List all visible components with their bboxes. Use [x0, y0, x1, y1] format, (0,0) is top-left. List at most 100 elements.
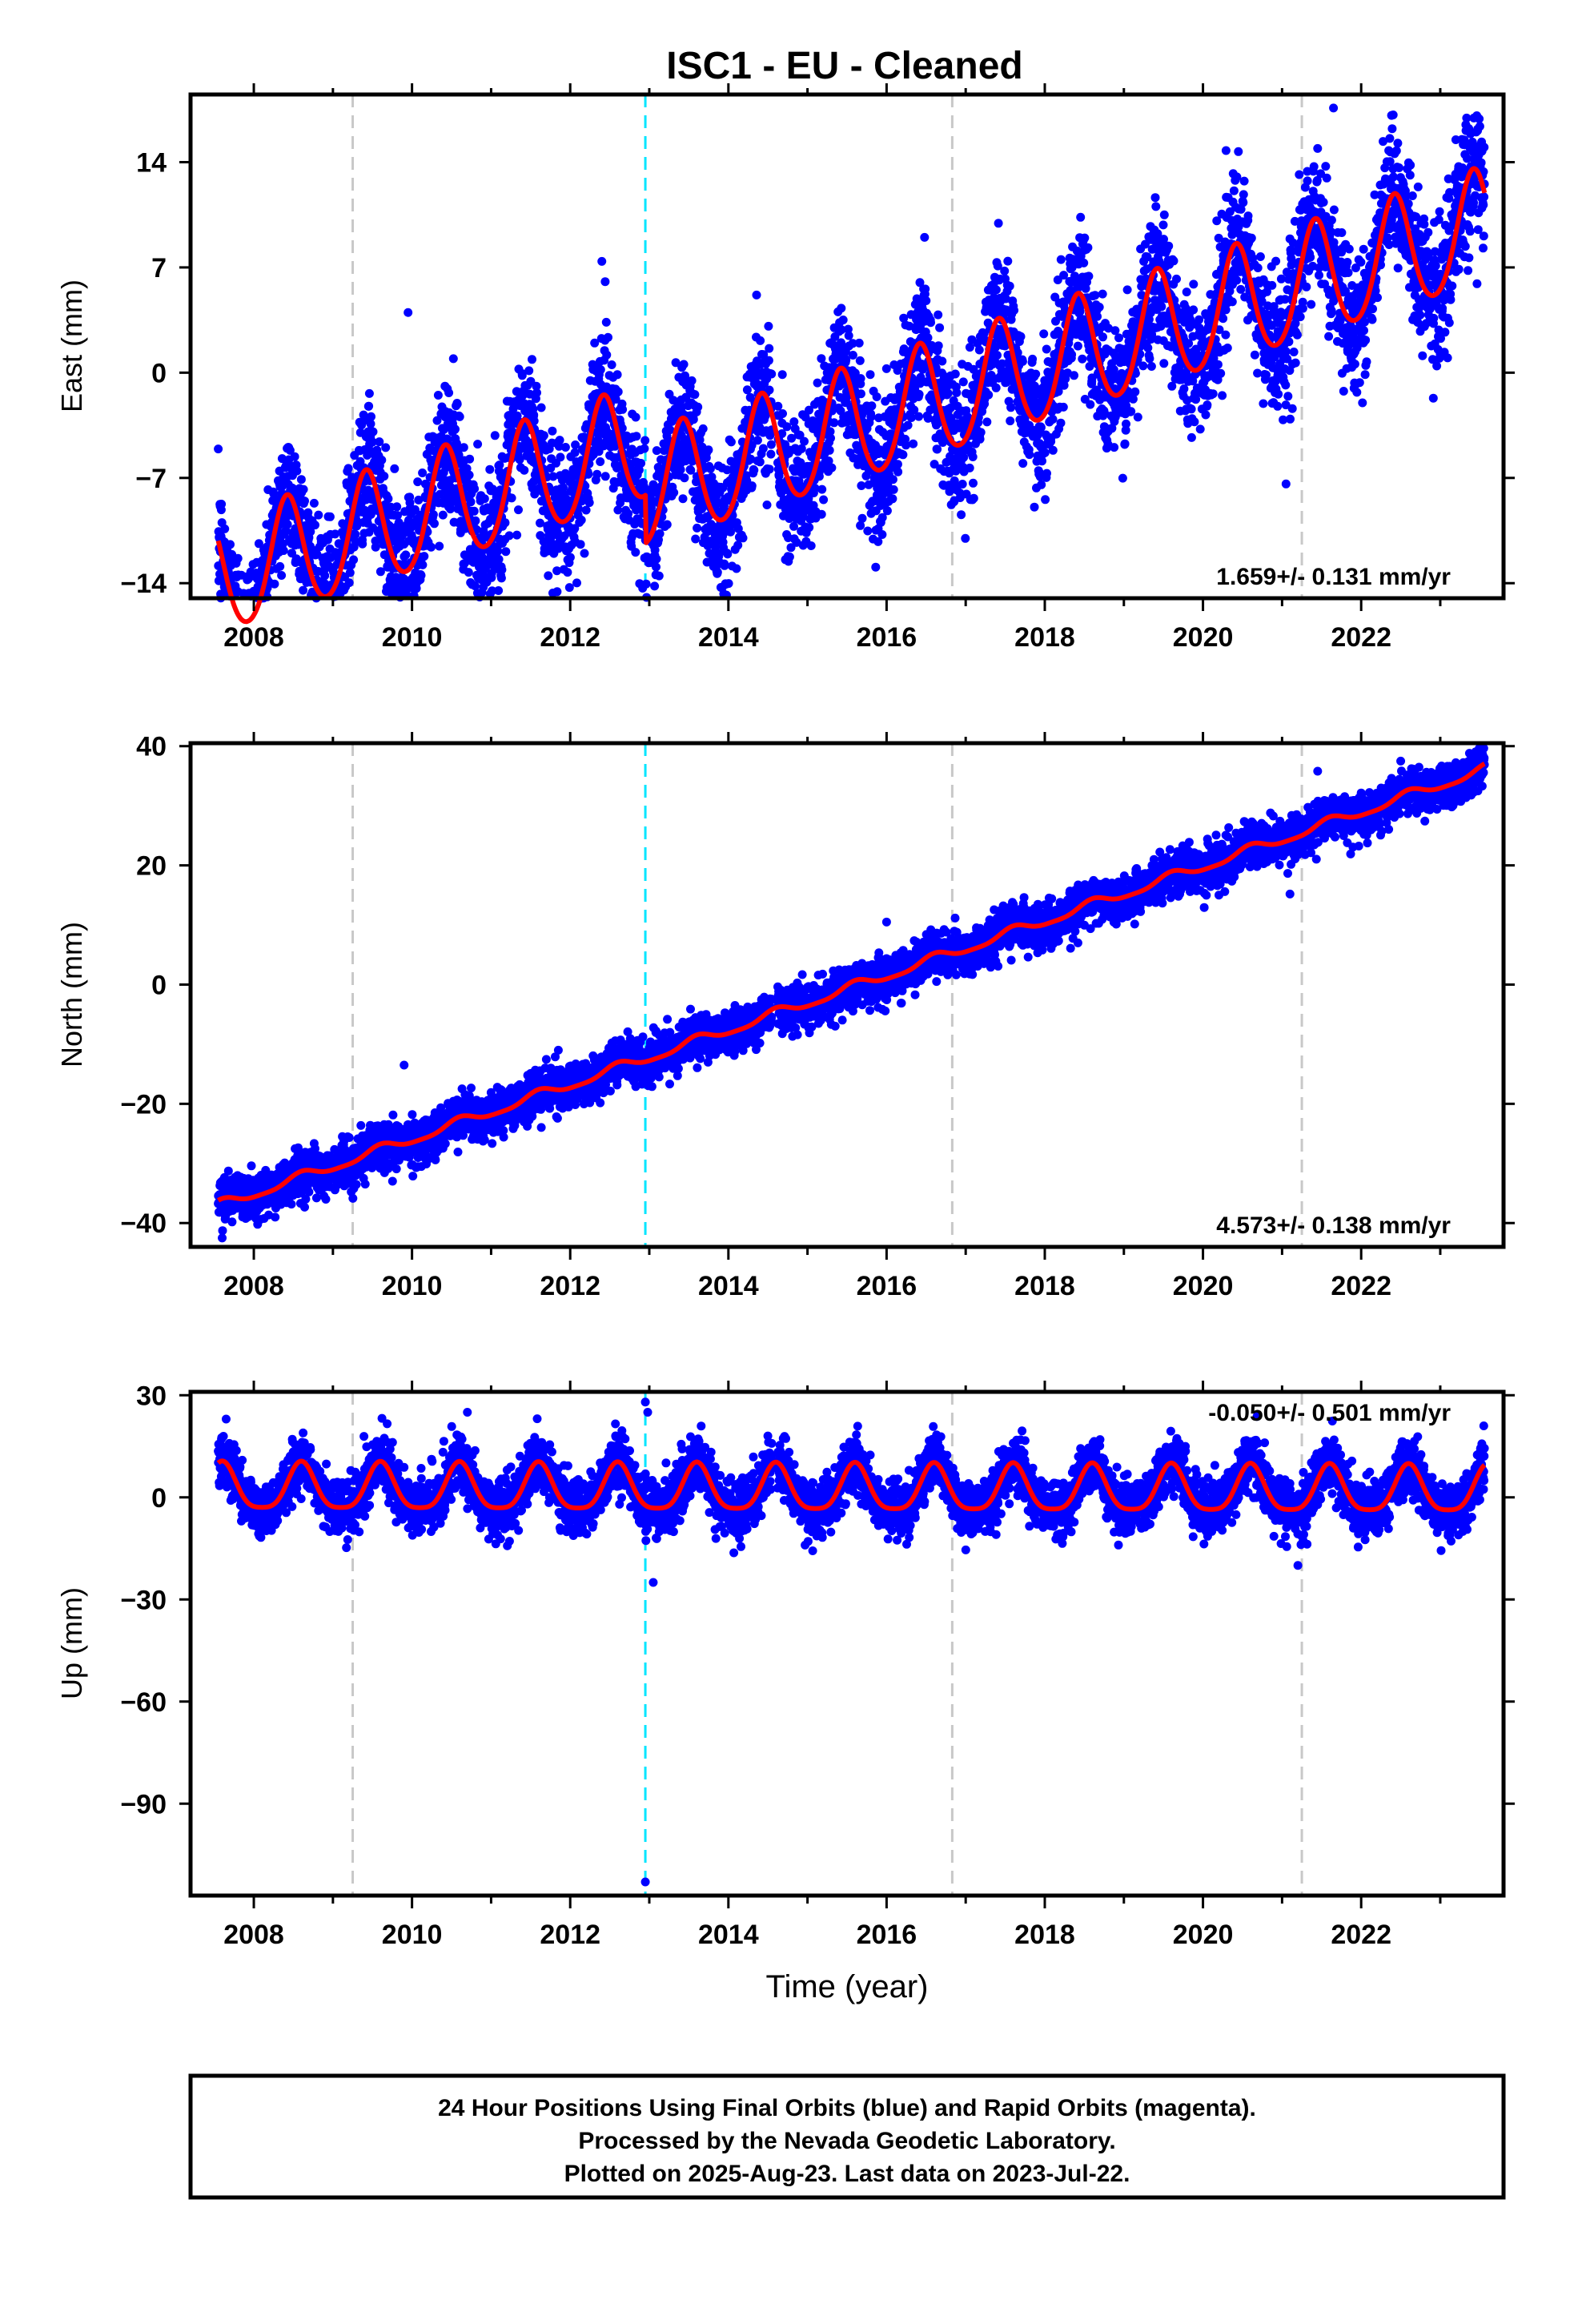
east-data-point: [536, 403, 546, 412]
east-data-point: [1040, 448, 1050, 457]
east-data-point: [1078, 354, 1087, 364]
east-data-point: [693, 523, 702, 533]
east-data-point: [756, 336, 765, 345]
east-data-point: [698, 424, 708, 433]
east-data-point: [909, 439, 918, 448]
east-data-point: [464, 568, 473, 577]
east-data-point: [500, 518, 510, 528]
east-data-point: [1343, 258, 1352, 267]
east-data-point: [747, 481, 757, 491]
east-data-point: [548, 426, 557, 436]
east-data-point: [299, 485, 308, 494]
east-data-point: [825, 445, 834, 455]
east-data-point: [455, 412, 464, 421]
east-data-point: [752, 290, 761, 300]
east-data-point: [773, 401, 783, 411]
east-data-point: [1169, 256, 1178, 266]
east-data-point: [1056, 418, 1066, 428]
east-data-point: [1250, 350, 1259, 360]
east-data-point: [600, 472, 610, 481]
east-data-point: [556, 452, 565, 462]
east-data-point: [1232, 275, 1242, 285]
east-data-point: [1006, 416, 1015, 426]
east-data-point: [1223, 344, 1232, 352]
east-data-point: [1030, 502, 1039, 512]
east-data-point: [464, 470, 474, 480]
east-data-point: [1201, 410, 1211, 420]
east-data-point: [1329, 205, 1339, 215]
east-data-point: [1143, 343, 1153, 352]
east-data-point: [652, 554, 661, 564]
east-data-point: [418, 468, 428, 477]
east-data-point: [898, 450, 908, 460]
east-data-point: [480, 494, 489, 504]
east-data-point: [1090, 291, 1100, 300]
east-data-point: [765, 344, 774, 353]
east-data-point: [292, 466, 302, 476]
east-data-point: [490, 431, 500, 440]
east-data-point: [349, 555, 359, 565]
east-data-point: [958, 377, 968, 387]
east-data-point: [433, 391, 443, 400]
east-data-point: [631, 548, 640, 557]
east-data-point: [704, 445, 713, 455]
east-data-point: [1157, 302, 1166, 312]
east-data-point: [753, 436, 762, 445]
east-data-point: [961, 533, 970, 543]
east-data-point: [1216, 368, 1226, 378]
east-data-point: [1186, 432, 1196, 442]
east-data-point: [1084, 271, 1094, 281]
east-data-point: [993, 351, 1002, 360]
east-data-point: [1018, 459, 1028, 468]
east-data-point: [412, 584, 421, 593]
east-data-point: [469, 506, 479, 516]
east-data-point: [1289, 348, 1299, 356]
east-data-point: [279, 539, 287, 549]
east-data-point: [1273, 401, 1283, 411]
east-data-point: [1239, 198, 1248, 207]
east-data-point: [1253, 263, 1263, 272]
east-data-point: [678, 494, 688, 504]
east-data-point: [1076, 212, 1086, 222]
east-data-point: [1234, 147, 1243, 156]
east-data-point: [217, 500, 227, 509]
east-data-point: [306, 527, 315, 537]
east-data-point: [1303, 176, 1312, 186]
east-data-point: [680, 473, 689, 483]
east-data-point: [1218, 391, 1227, 400]
east-data-point: [952, 388, 962, 397]
east-data-point: [1281, 347, 1291, 356]
east-data-point: [1239, 176, 1249, 186]
east-data-point: [1010, 306, 1019, 315]
east-data-point: [390, 464, 400, 473]
east-data-point: [965, 463, 974, 472]
east-data-point: [1122, 285, 1132, 295]
east-data-point: [819, 495, 829, 505]
east-data-point: [1158, 220, 1168, 230]
east-data-point: [1327, 306, 1336, 316]
east-data-point: [275, 561, 285, 571]
east-data-point: [430, 519, 439, 529]
east-data-point: [914, 412, 924, 421]
east-data-point: [1094, 303, 1104, 312]
east-data-point: [368, 427, 378, 436]
east-data-point: [1274, 389, 1283, 399]
east-data-point: [613, 387, 623, 396]
east-data-point: [632, 432, 641, 441]
east-data-point: [1287, 404, 1297, 413]
east-data-point: [1070, 371, 1078, 380]
east-data-point: [687, 376, 697, 385]
east-data-point: [220, 524, 230, 533]
east-data-point: [994, 219, 1003, 228]
east-data-point: [1093, 312, 1102, 321]
east-data-point: [806, 541, 816, 550]
east-data-point: [758, 444, 768, 453]
east-data-point: [1219, 314, 1228, 324]
east-data-point: [471, 516, 480, 525]
east-data-point: [800, 436, 809, 446]
east-data-point: [1182, 287, 1191, 297]
east-data-point: [1186, 404, 1196, 414]
east-data-point: [1025, 450, 1034, 460]
east-data-point: [1229, 186, 1239, 195]
